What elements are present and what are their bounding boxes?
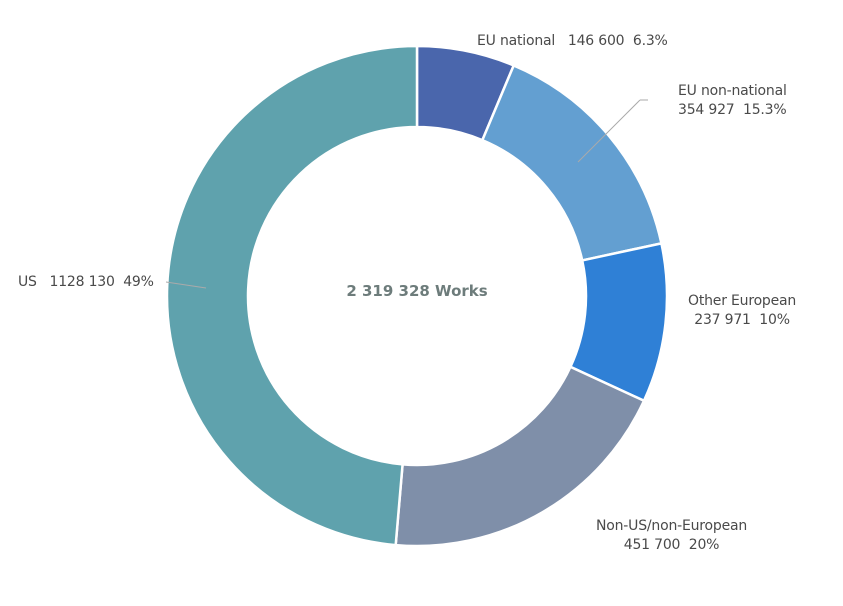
center-total-label: 2 319 328 Works bbox=[346, 282, 488, 300]
leader-line-us bbox=[165, 281, 207, 289]
label-us: US 1128 130 49% bbox=[18, 274, 154, 290]
label-eu-national: EU national 146 600 6.3% bbox=[477, 33, 668, 49]
slice-us bbox=[165, 44, 419, 547]
leader-line-eu-non-national bbox=[577, 99, 641, 163]
label-non-us-non-european: Non-US/non-European 451 700 20% bbox=[596, 518, 748, 553]
label-other-european: Other European 237 971 10% bbox=[688, 293, 797, 328]
label-eu-non-national: EU non-national 354 927 15.3% bbox=[678, 83, 787, 118]
slice-eu-non-national bbox=[480, 63, 663, 262]
